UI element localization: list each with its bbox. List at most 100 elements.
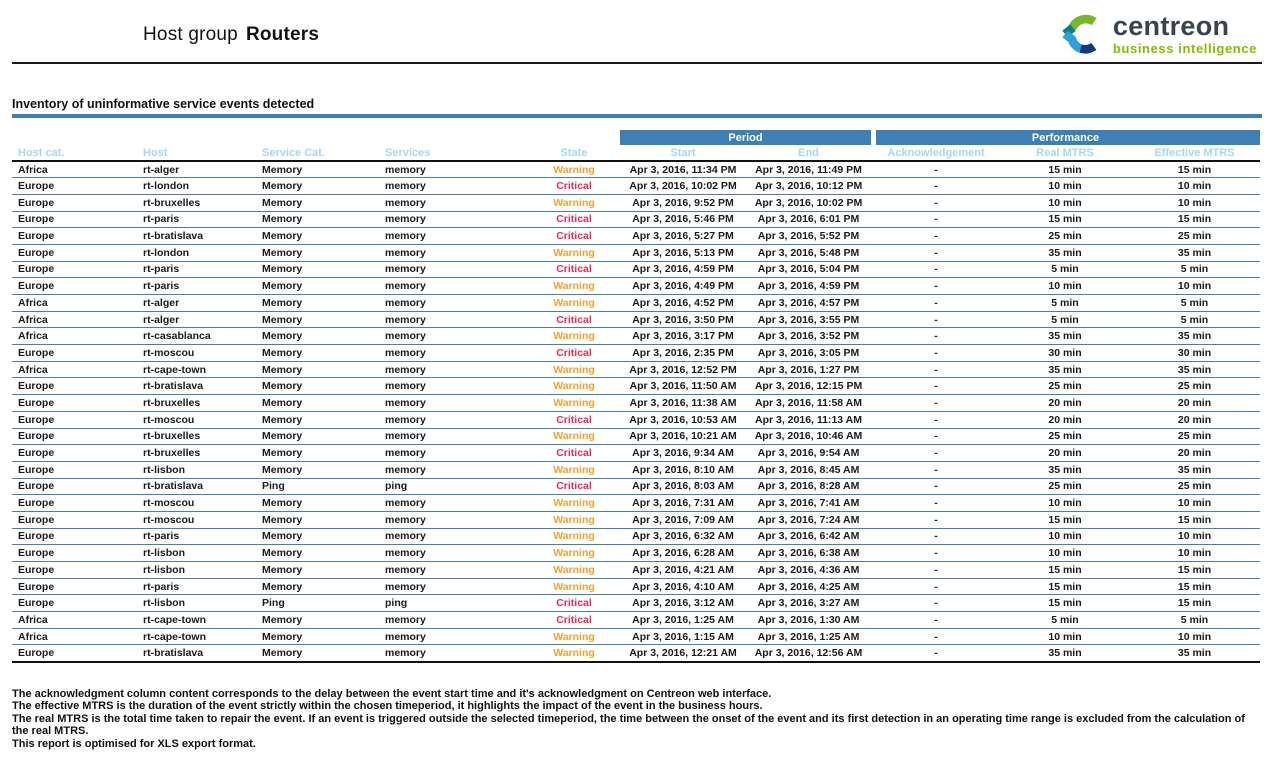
table-row: Africa rt-alger Memory memory Warning Ap… <box>12 161 1261 179</box>
cell-end: Apr 3, 2016, 12:56 AM <box>746 644 872 663</box>
col-header-state: State <box>528 145 620 162</box>
cell-service: memory <box>379 327 528 346</box>
cell-service: memory <box>379 361 528 379</box>
cell-host-cat: Europe <box>12 494 137 512</box>
table-row: Europe rt-paris Memory memory Warning Ap… <box>12 277 1261 295</box>
cell-state: Warning <box>528 544 620 562</box>
cell-host: rt-alger <box>137 161 256 179</box>
cell-start: Apr 3, 2016, 7:31 AM <box>620 494 746 512</box>
cell-host-cat: Europe <box>12 244 137 262</box>
logo-brand: centreon <box>1112 11 1230 41</box>
cell-service: memory <box>379 344 528 362</box>
col-header-start: Start <box>620 145 746 162</box>
cell-service-cat: Memory <box>256 444 379 462</box>
table-row: Europe rt-london Memory memory Critical … <box>12 177 1261 195</box>
cell-service: memory <box>379 294 528 312</box>
cell-acknowledgement: - <box>871 561 1002 579</box>
cell-start: Apr 3, 2016, 8:10 AM <box>620 461 746 479</box>
cell-service-cat: Memory <box>256 561 379 579</box>
cell-host-cat: Africa <box>12 294 137 312</box>
cell-service-cat: Memory <box>256 194 379 212</box>
cell-service: memory <box>379 461 528 479</box>
cell-host-cat: Europe <box>12 428 137 446</box>
cell-acknowledgement: - <box>871 461 1002 479</box>
cell-state: Warning <box>528 394 620 412</box>
cell-host: rt-bratislava <box>137 227 256 245</box>
cell-start: Apr 3, 2016, 4:59 PM <box>620 261 746 279</box>
cell-service: memory <box>379 377 528 396</box>
table-row: Europe rt-lisbon Memory memory Warning A… <box>12 544 1261 562</box>
cell-effective-mtrs: 5 min <box>1129 261 1261 279</box>
cell-real-mtrs: 10 min <box>1001 277 1130 295</box>
cell-effective-mtrs: 25 min <box>1129 478 1261 496</box>
cell-effective-mtrs: 10 min <box>1129 628 1261 646</box>
cell-effective-mtrs: 35 min <box>1129 244 1261 262</box>
report-header: Host group Routers centreon business inte… <box>12 0 1262 62</box>
footnote: This report is optimised for XLS export … <box>12 738 256 750</box>
cell-service: memory <box>379 394 528 412</box>
cell-service-cat: Memory <box>256 344 379 362</box>
cell-effective-mtrs: 25 min <box>1129 377 1261 396</box>
cell-host: rt-lisbon <box>137 561 256 579</box>
cell-state: Warning <box>528 528 620 546</box>
footnote: The effective MTRS is the duration of th… <box>12 700 763 713</box>
cell-end: Apr 3, 2016, 3:52 PM <box>746 327 872 346</box>
table-row: Africa rt-alger Memory memory Warning Ap… <box>12 294 1261 312</box>
cell-acknowledgement: - <box>871 211 1002 229</box>
cell-end: Apr 3, 2016, 12:15 PM <box>746 377 872 396</box>
cell-start: Apr 3, 2016, 1:25 AM <box>620 611 746 629</box>
cell-acknowledgement: - <box>871 411 1002 429</box>
table-row: Europe rt-bratislava Memory memory Warni… <box>12 377 1261 396</box>
cell-real-mtrs: 15 min <box>1001 211 1130 229</box>
table-row: Europe rt-bruxelles Memory memory Critic… <box>12 444 1261 462</box>
cell-state: Critical <box>528 211 620 229</box>
cell-service-cat: Memory <box>256 311 379 329</box>
cell-state: Warning <box>528 428 620 446</box>
cell-end: Apr 3, 2016, 11:49 PM <box>746 161 872 179</box>
table-row: Europe rt-bratislava Ping ping Critical … <box>12 478 1261 496</box>
cell-acknowledgement: - <box>871 361 1002 379</box>
cell-service: memory <box>379 177 528 195</box>
cell-acknowledgement: - <box>871 194 1002 212</box>
cell-effective-mtrs: 20 min <box>1129 444 1261 462</box>
cell-effective-mtrs: 15 min <box>1129 211 1261 229</box>
cell-host: rt-cape-town <box>137 361 256 379</box>
col-header-end: End <box>746 145 872 162</box>
table-row: Europe rt-paris Memory memory Critical A… <box>12 261 1261 279</box>
cell-acknowledgement: - <box>871 177 1002 195</box>
cell-effective-mtrs: 20 min <box>1129 394 1261 412</box>
cell-start: Apr 3, 2016, 9:52 PM <box>620 194 746 212</box>
table-row: Africa rt-cape-town Memory memory Warnin… <box>12 361 1261 379</box>
cell-service: memory <box>379 611 528 629</box>
cell-acknowledgement: - <box>871 478 1002 496</box>
cell-effective-mtrs: 35 min <box>1129 327 1261 346</box>
cell-state: Warning <box>528 294 620 312</box>
cell-end: Apr 3, 2016, 3:27 AM <box>746 594 872 613</box>
cell-acknowledgement: - <box>871 161 1002 179</box>
cell-state: Critical <box>528 344 620 362</box>
cell-end: Apr 3, 2016, 6:38 AM <box>746 544 872 562</box>
cell-state: Warning <box>528 277 620 295</box>
col-header-effective-mtrs: Effective MTRS <box>1129 145 1261 162</box>
cell-host: rt-bratislava <box>137 377 256 396</box>
cell-service: memory <box>379 227 528 245</box>
cell-start: Apr 3, 2016, 4:52 PM <box>620 294 746 312</box>
cell-end: Apr 3, 2016, 5:04 PM <box>746 261 872 279</box>
table-row: Europe rt-paris Memory memory Warning Ap… <box>12 528 1261 546</box>
cell-effective-mtrs: 10 min <box>1129 494 1261 512</box>
cell-service: memory <box>379 194 528 212</box>
col-header-real-mtrs: Real MTRS <box>1001 145 1130 162</box>
cell-service: memory <box>379 211 528 229</box>
cell-host-cat: Europe <box>12 644 137 663</box>
cell-effective-mtrs: 5 min <box>1129 294 1261 312</box>
cell-start: Apr 3, 2016, 3:12 AM <box>620 594 746 613</box>
cell-start: Apr 3, 2016, 3:50 PM <box>620 311 746 329</box>
cell-start: Apr 3, 2016, 4:10 AM <box>620 578 746 596</box>
cell-state: Warning <box>528 644 620 663</box>
cell-start: Apr 3, 2016, 1:15 AM <box>620 628 746 646</box>
cell-state: Warning <box>528 494 620 512</box>
cell-state: Warning <box>528 561 620 579</box>
cell-start: Apr 3, 2016, 9:34 AM <box>620 444 746 462</box>
cell-acknowledgement: - <box>871 261 1002 279</box>
